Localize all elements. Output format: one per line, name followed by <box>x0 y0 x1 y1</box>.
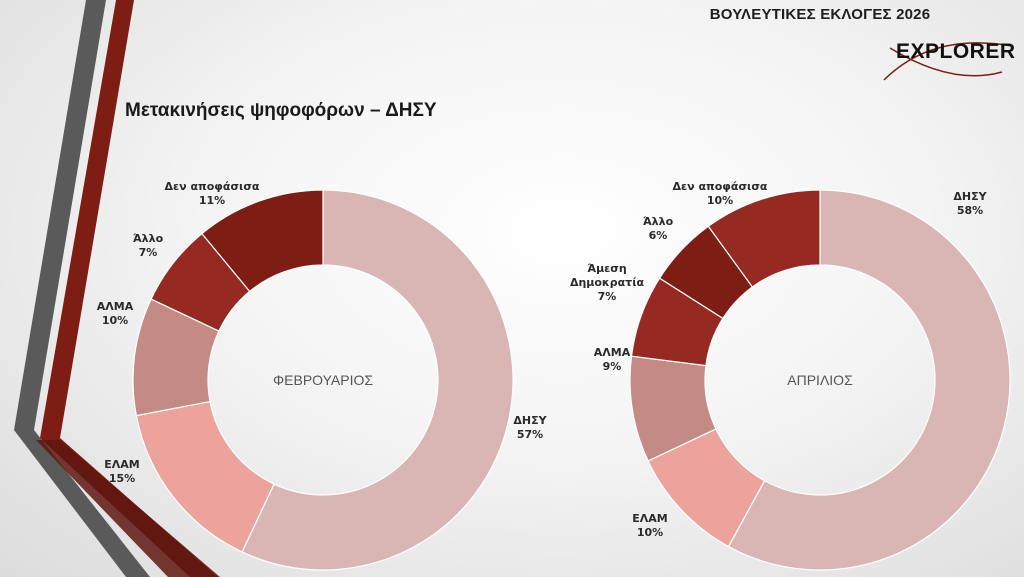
chart-1-slice-5 <box>707 189 821 288</box>
chart-0-slice-4 <box>201 189 324 293</box>
chart-0-label-1: ΕΛΑΜ 15% <box>104 458 140 485</box>
decorative-bars <box>14 0 220 577</box>
logo-text: EXPLORER <box>896 40 1016 63</box>
chart-1-label-0: ΔΗΣΥ 58% <box>953 190 987 217</box>
chart-1-center-title: ΑΠΡΙΛΙΟΣ <box>787 372 853 388</box>
chart-1-label-2: ΑΛΜΑ 9% <box>594 346 631 373</box>
explorer-logo: EXPLORER <box>862 28 1024 92</box>
chart-1-slice-0 <box>727 189 1011 571</box>
chart-0-label-2: ΑΛΜΑ 10% <box>97 300 134 327</box>
chart-0-label-4: Δεν αποφάσισα 11% <box>165 180 260 207</box>
chart-1-label-4: Άλλο 6% <box>643 215 674 242</box>
report-header-title: ΒΟΥΛΕΥΤΙΚΕΣ ΕΚΛΟΓΕΣ 2026 <box>709 6 931 23</box>
chart-1-label-1: ΕΛΑΜ 10% <box>632 512 668 539</box>
page-title: Μετακινήσεις ψηφοφόρων – ΔΗΣΥ <box>125 100 437 121</box>
chart-1-label-3: Άμεση Δημοκρατία 7% <box>570 262 645 303</box>
chart-0-label-0: ΔΗΣΥ 57% <box>513 414 547 441</box>
chart-0-slice-0 <box>241 189 514 571</box>
chart-0-label-3: Άλλο 7% <box>133 232 164 259</box>
chart-0-center-title: ΦΕΒΡΟΥΑΡΙΟΣ <box>273 372 373 388</box>
chart-1-label-5: Δεν αποφάσισα 10% <box>673 180 768 207</box>
